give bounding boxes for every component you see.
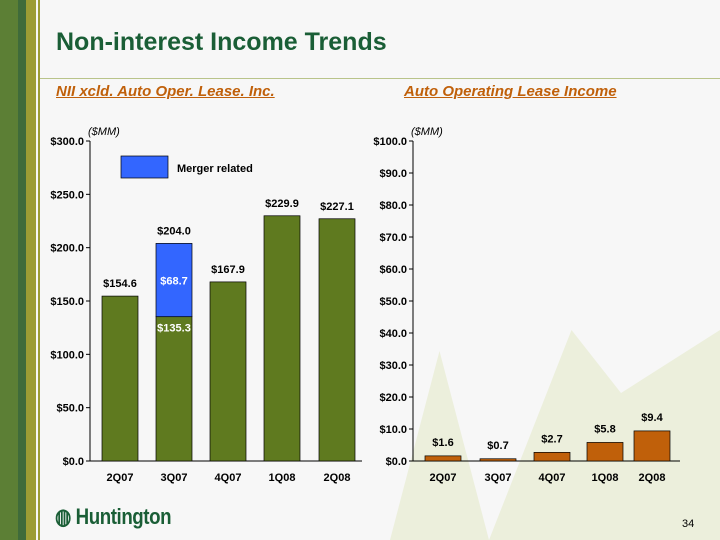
- x-tick-label: 2Q08: [639, 472, 666, 484]
- bar-total-label: $167.9: [211, 264, 245, 276]
- sidebar-stripe: [38, 0, 40, 540]
- y-tick-label: $50.0: [379, 296, 407, 308]
- bar-label: $1.6: [432, 437, 453, 449]
- bar-label: $9.4: [641, 412, 663, 424]
- legend-swatch-merger: [120, 155, 169, 179]
- logo-mark-icon: ◍: [55, 504, 76, 529]
- bar-total-label: $204.0: [157, 225, 191, 237]
- bar-label: $5.8: [594, 423, 615, 435]
- bar-base: [318, 218, 356, 462]
- huntington-logo: ◍ Huntington: [55, 504, 172, 530]
- bar-total-label: $154.6: [103, 278, 137, 290]
- bar-label: $2.7: [541, 433, 562, 445]
- y-tick-label: $300.0: [50, 136, 84, 148]
- y-tick-label: $0.0: [386, 456, 407, 468]
- bar: [424, 455, 462, 462]
- header-rule: [40, 78, 720, 79]
- x-tick-label: 3Q07: [485, 472, 512, 484]
- x-tick-label: 2Q07: [107, 472, 134, 484]
- page-title: Non-interest Income Trends: [56, 28, 387, 56]
- x-tick-label: 3Q07: [161, 472, 188, 484]
- x-tick-label: 4Q07: [215, 472, 242, 484]
- bar-base: [101, 295, 139, 462]
- bar: [633, 430, 671, 462]
- bar-base: [155, 316, 193, 462]
- right-units-label: ($MM): [411, 126, 443, 138]
- segment-label-merger: $68.7: [160, 275, 188, 287]
- brand-name: Huntington: [75, 504, 172, 529]
- sidebar-stripe: [18, 0, 26, 540]
- y-tick-label: $150.0: [50, 296, 84, 308]
- segment-label-base: $135.3: [157, 323, 191, 335]
- left-units-label: ($MM): [88, 126, 120, 138]
- bar-label: $0.7: [487, 440, 508, 452]
- legend-label-merger: Merger related: [177, 163, 253, 175]
- x-tick-label: 1Q08: [269, 472, 296, 484]
- bar-base: [209, 281, 247, 462]
- left-chart-subtitle: NII xcld. Auto Oper. Lease. Inc.: [56, 83, 275, 100]
- x-tick-label: 2Q08: [324, 472, 351, 484]
- page-number: 34: [682, 518, 695, 530]
- bar-total-label: $229.9: [265, 198, 299, 210]
- x-tick-label: 4Q07: [539, 472, 566, 484]
- sidebar-stripe: [0, 0, 18, 540]
- y-tick-label: $90.0: [379, 168, 407, 180]
- y-tick-label: $100.0: [373, 136, 407, 148]
- bar-total-label: $227.1: [320, 201, 354, 213]
- right-chart-subtitle: Auto Operating Lease Income: [404, 83, 617, 100]
- y-tick-label: $40.0: [379, 328, 407, 340]
- y-tick-label: $60.0: [379, 264, 407, 276]
- x-tick-label: 1Q08: [592, 472, 619, 484]
- y-tick-label: $200.0: [50, 243, 84, 255]
- bar: [479, 458, 517, 462]
- y-tick-label: $80.0: [379, 200, 407, 212]
- bar-merger-related: [155, 243, 193, 318]
- y-tick-label: $100.0: [50, 349, 84, 361]
- y-tick-label: $0.0: [63, 456, 84, 468]
- y-tick-label: $10.0: [379, 424, 407, 436]
- y-tick-label: $70.0: [379, 232, 407, 244]
- y-tick-label: $50.0: [56, 403, 84, 415]
- bar: [533, 452, 571, 462]
- bar-base: [263, 215, 301, 462]
- y-tick-label: $30.0: [379, 360, 407, 372]
- y-tick-label: $250.0: [50, 189, 84, 201]
- x-tick-label: 2Q07: [430, 472, 457, 484]
- y-tick-label: $20.0: [379, 392, 407, 404]
- bar: [586, 442, 624, 462]
- sidebar-stripe: [26, 0, 36, 540]
